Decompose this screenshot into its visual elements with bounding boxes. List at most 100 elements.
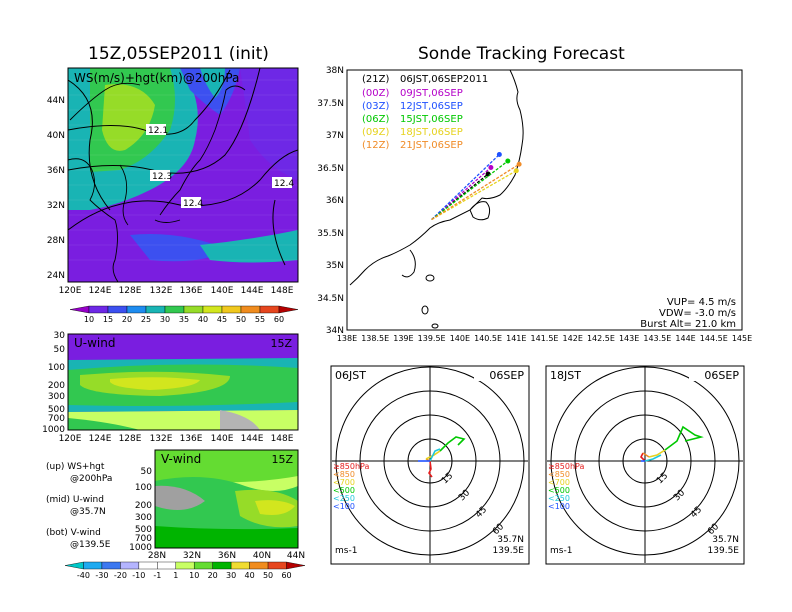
level-label: <850 (548, 470, 570, 479)
lon-label: 139E (393, 334, 413, 343)
track-line (431, 173, 489, 221)
colorbar-tick: 30 (160, 315, 170, 324)
hodo-date: 06SEP (704, 369, 739, 382)
colorbar-tick: 20 (122, 315, 132, 324)
left-title: 15Z,05SEP2011 (init) (88, 44, 269, 64)
hodograph-18jst: 15 30 45 60 18JST 06SEP ≥850hPa<850<700<… (545, 365, 745, 565)
lon-label: 148E (271, 434, 294, 444)
colorbar-swatch (183, 305, 204, 314)
pressure-label: 30 (54, 331, 66, 341)
track-endpoint (496, 152, 502, 157)
colorbar-swatch (286, 561, 306, 570)
lon-label: 141.5E (531, 334, 559, 343)
legend-jst: 12JST,06SEP (400, 101, 463, 112)
lon-label: 132E (150, 434, 173, 444)
colorbar-swatch (107, 305, 128, 314)
track-line (431, 163, 520, 221)
level-label: ≥850hPa (333, 462, 370, 471)
colorbar-swatch (249, 561, 269, 570)
map-label: WS(m/s)+hgt(km)@200hPa (74, 71, 239, 85)
level-label: <250 (333, 494, 355, 503)
hodo-segment (425, 450, 441, 460)
lat-label: 40N (47, 131, 65, 141)
legend-z: (00Z) (362, 88, 389, 99)
lon-label: 140E (211, 434, 234, 444)
colorbar-tick: -10 (132, 571, 145, 580)
colorbar-swatch (202, 305, 223, 314)
pressure-label: 200 (135, 501, 152, 511)
level-label: ≥850hPa (548, 462, 585, 471)
ws-hgt-map: 12.1 12.3 12.4 12.4 WS(m/s)+hgt(km)@200h… (47, 67, 299, 324)
colorbar-tick: 10 (84, 315, 94, 324)
track-legend: (21Z) 06JST,06SEP2011 (00Z) 09JST,06SEP … (362, 74, 488, 151)
hodo-unit: ms-1 (335, 546, 357, 556)
hodograph-06jst: 15 30 45 60 06JST 06SEP ≥850hPa<850<700<… (330, 365, 530, 565)
track-series (431, 152, 522, 221)
lon-label: 144E (675, 334, 695, 343)
colorbar-swatch (157, 561, 176, 570)
pressure-label: 100 (48, 363, 65, 373)
hodo-lat: 35.7N (497, 535, 524, 545)
lon-label: 140E (450, 334, 470, 343)
legend-z: (03Z) (362, 101, 389, 112)
level-label: <250 (548, 494, 570, 503)
ws-colorbar: 10 15 20 25 30 35 40 45 50 55 60 (69, 305, 299, 324)
v-wind-panel: V-wind 15Z 50 100 200 300 500 700 1000 2… (129, 449, 305, 561)
colorbar-tick: -1 (153, 571, 161, 580)
colorbar-tick: 30 (226, 571, 236, 580)
lon-label: 144E (241, 286, 264, 296)
colorbar-tick: -20 (114, 571, 127, 580)
hodo-time: 18JST (550, 369, 581, 382)
hodo-time: 06JST (335, 369, 366, 382)
colorbar-swatch (175, 561, 195, 570)
lon-label: 136E (180, 434, 203, 444)
contour-label: 12.1 (148, 126, 168, 136)
hodo-segment (664, 425, 704, 451)
colorbar-swatch (83, 561, 103, 570)
track-line (431, 154, 500, 220)
lon-label: 140.5E (474, 334, 502, 343)
colorbar-tick: 35 (179, 315, 189, 324)
level-label: <100 (333, 502, 355, 511)
burst-alt-text: Burst Alt= 21.0 km (640, 319, 736, 330)
hodo-lon: 139.5E (493, 546, 525, 556)
hodo-lon: 139.5E (708, 546, 740, 556)
hodo-unit: ms-1 (550, 546, 572, 556)
colorbar-swatch (194, 561, 213, 570)
lon-label: 148E (271, 286, 294, 296)
pressure-label: 700 (48, 414, 65, 424)
hodo-segment (428, 460, 433, 478)
track-endpoint (505, 158, 511, 164)
lat-label: 40N (253, 551, 271, 561)
colorbar-tick: 60 (281, 571, 291, 580)
legend-jst: 18JST,06SEP (400, 127, 463, 138)
lon-label: 145E (732, 334, 752, 343)
lon-label: 143E (619, 334, 639, 343)
colorbar-swatch (88, 305, 109, 314)
lat-label: 36N (218, 551, 236, 561)
level-label: <700 (548, 478, 570, 487)
lat-label: 44N (47, 96, 65, 106)
colorbar-tick: -40 (77, 571, 90, 580)
colorbar-swatch (69, 305, 90, 314)
lat-label: 34N (326, 326, 344, 336)
pressure-label: 200 (48, 381, 65, 391)
hodo-segment (429, 448, 441, 462)
lon-label: 141E (506, 334, 526, 343)
sonde-params: VUP= 4.5 m/s VDW= -3.0 m/s Burst Alt= 21… (640, 297, 736, 330)
colorbar-tick: 40 (245, 571, 255, 580)
lon-label: 142E (563, 334, 583, 343)
lat-label: 34.5N (317, 294, 344, 304)
legend-z: (06Z) (362, 114, 389, 125)
pressure-label: 50 (54, 345, 66, 355)
lon-label: 124E (89, 286, 112, 296)
lat-label: 35.5N (317, 229, 344, 239)
colorbar-swatch (64, 561, 84, 570)
lon-label: 124E (89, 434, 112, 444)
colorbar-tick: 40 (198, 315, 208, 324)
note-line: @139.5E (70, 540, 111, 550)
pressure-label: 500 (48, 405, 65, 415)
lat-label: 24N (47, 271, 65, 281)
colorbar-swatch (126, 305, 147, 314)
u-wind-label: U-wind (74, 336, 115, 350)
